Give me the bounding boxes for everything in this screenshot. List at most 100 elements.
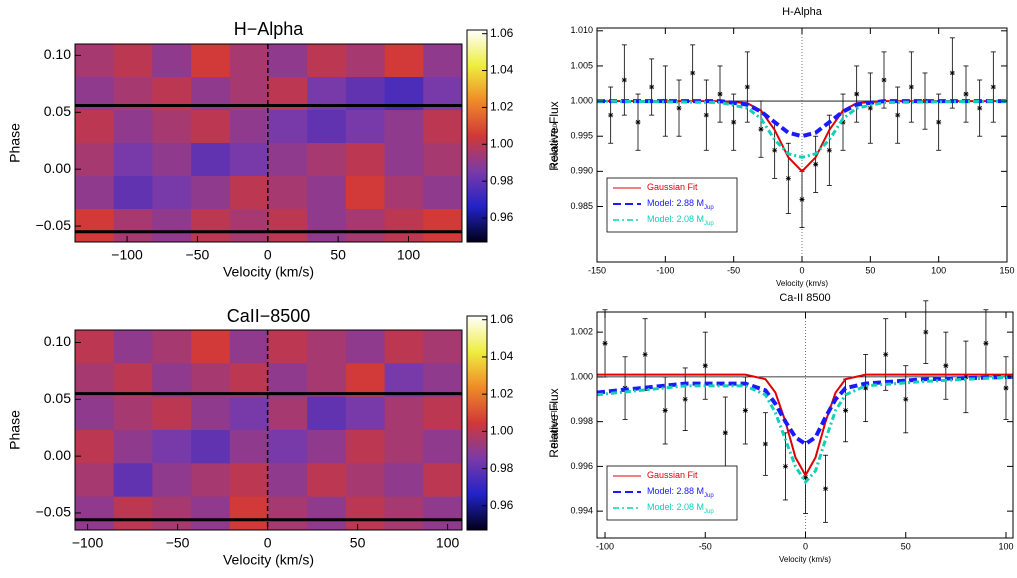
heat-cell [423, 330, 463, 364]
x-tick-label: 150 [999, 265, 1014, 275]
data-point [744, 84, 750, 90]
y-tick-label: 0.05 [44, 103, 71, 119]
data-point [690, 70, 696, 76]
legend-name: Model: 2.08 M [647, 502, 704, 512]
heat-cell [345, 110, 386, 144]
heat-cell [152, 44, 192, 78]
heat-cell [345, 44, 386, 78]
frame [74, 329, 463, 531]
x-tick-label: -100 [596, 541, 614, 551]
heat-cell [75, 396, 115, 431]
legend-name: Model: 2.88 M [647, 198, 704, 208]
heat-cell [423, 143, 463, 177]
y-tick-label: 1.002 [570, 327, 593, 337]
colorbar-tick-label: 0.96 [490, 210, 514, 224]
x-tick-label: −100 [72, 535, 104, 551]
heat-cell [152, 110, 192, 144]
x-tick-label: −50 [186, 247, 210, 263]
heat-cell [268, 143, 308, 177]
chart-title: H-Alpha [782, 6, 823, 18]
heat-cell [152, 176, 192, 210]
y-tick-label: 0.996 [570, 461, 593, 471]
heat-cell [345, 430, 386, 464]
heat-cell [268, 430, 308, 464]
colorbar-tick-label: 1.06 [490, 312, 514, 326]
colorbar-tick-label: 1.04 [490, 349, 514, 363]
heat-cell [75, 176, 115, 210]
heat-cell [229, 44, 269, 78]
heat-cell [307, 176, 347, 210]
colorbar-label: Relative Flux [547, 388, 561, 457]
heat-cell [191, 430, 231, 464]
legend-subscript: Jup [704, 221, 714, 227]
heat-cell [345, 209, 386, 243]
heat-cell [345, 463, 386, 498]
heat-cell [384, 363, 424, 398]
heat-cell [423, 363, 463, 398]
y-tick-label: 1.010 [570, 25, 593, 35]
x-tick-label: -100 [656, 265, 674, 275]
colorbar-tick-label: 1.00 [490, 136, 514, 150]
heat-cell [75, 143, 115, 177]
heat-cell [384, 396, 424, 431]
x-tick-label: 100 [931, 265, 946, 275]
x-tick-label: 50 [901, 541, 911, 551]
chart-title: H−Alpha [234, 19, 305, 39]
heat-cell [152, 143, 192, 177]
heat-cell [384, 44, 424, 78]
heat-cell [384, 110, 424, 144]
legend-name: Gaussian Fit [647, 470, 698, 480]
heat-cell [75, 110, 115, 144]
y-tick-label: −0.05 [36, 217, 72, 233]
legend-subscript: Jup [704, 493, 714, 499]
y-tick-label: 0.985 [570, 201, 593, 211]
legend-name: Model: 2.88 M [647, 486, 704, 496]
colorbar-tick-label: 0.96 [490, 498, 514, 512]
y-axis-label: Phase [7, 123, 23, 163]
y-tick-label: 0.995 [570, 131, 593, 141]
data-point [717, 91, 723, 97]
colorbar-tick-label: 1.00 [490, 424, 514, 438]
data-point [722, 430, 728, 436]
heat-cell [384, 496, 424, 531]
data-point [1003, 385, 1009, 391]
legend-name: Gaussian Fit [647, 182, 698, 192]
data-point [731, 119, 737, 125]
heat-cell [423, 209, 463, 243]
heat-cell [191, 463, 231, 498]
heat-cell [191, 143, 231, 177]
model-line [596, 99, 1008, 159]
heat-cell [268, 330, 308, 364]
legend-name: Model: 2.08 M [647, 214, 704, 224]
x-tick-label: 0 [803, 541, 808, 551]
heat-cell [268, 176, 308, 210]
data-point [676, 105, 682, 111]
data-point [949, 70, 955, 76]
heat-cell [75, 363, 115, 398]
y-tick-label: 0.998 [570, 416, 593, 426]
data-point [703, 112, 709, 118]
data-point [803, 475, 809, 481]
data-point [936, 119, 942, 125]
data-point [923, 329, 929, 335]
heat-cell [113, 430, 153, 464]
x-tick-label: 0 [799, 265, 804, 275]
heat-cell [191, 396, 231, 431]
heat-cell [191, 44, 231, 78]
heat-cell [384, 209, 424, 243]
heat-cell [113, 496, 153, 531]
heat-cell [113, 143, 153, 177]
colorbar-tick-label: 1.02 [490, 386, 514, 400]
y-tick-label: 0.00 [44, 447, 71, 463]
x-tick-label: −50 [166, 535, 190, 551]
x-tick-label: 100 [998, 541, 1013, 551]
heat-cell [423, 463, 463, 498]
heat-cell [345, 363, 386, 398]
heat-cell [307, 363, 347, 398]
y-tick-label: 0.994 [570, 506, 593, 516]
heat-cell [384, 330, 424, 364]
data-point [772, 147, 778, 153]
data-point [854, 91, 860, 97]
data-point [983, 340, 989, 346]
heat-cell [307, 209, 347, 243]
